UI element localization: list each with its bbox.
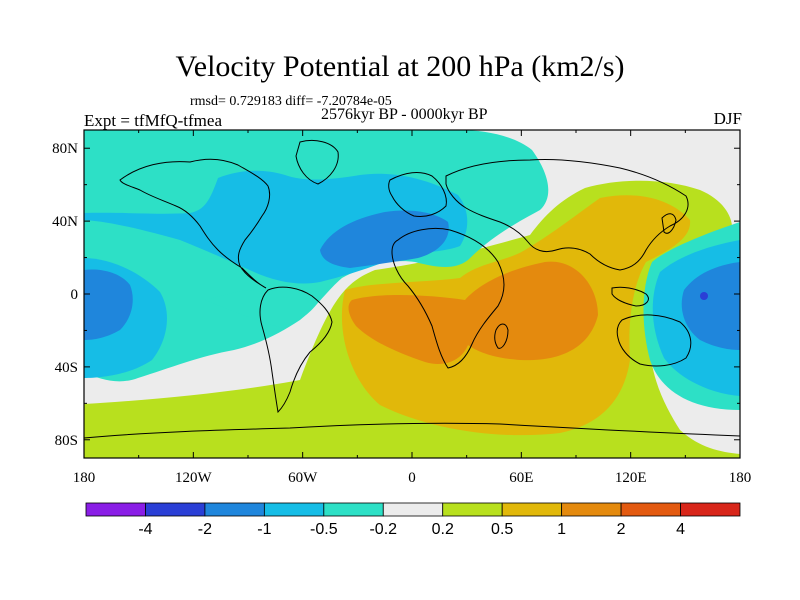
coast-japan (661, 213, 677, 234)
lat-tick-label: 40N (52, 214, 78, 230)
contour-field (84, 130, 740, 458)
colorbar (85, 502, 741, 517)
lon-tick-label: 180 (73, 470, 96, 486)
lon-tick-label: 0 (408, 470, 416, 486)
colorbar-label: 0.5 (491, 521, 513, 538)
coast-greenland (295, 139, 339, 185)
field-negative-max (700, 292, 708, 300)
coast-madagascar (494, 323, 509, 349)
colorbar-label: -4 (138, 521, 152, 538)
coast-asia (445, 158, 689, 271)
colorbar-label: -0.5 (310, 521, 338, 538)
field-negative-high-north (320, 210, 449, 268)
field-negative-high-east (681, 262, 740, 350)
coastlines (84, 139, 740, 439)
lon-tick-label: 60W (288, 470, 318, 486)
lat-tick-label: 40S (55, 360, 78, 376)
field-negative-low-arm (205, 290, 325, 328)
lat-tick-label: 80N (52, 141, 78, 157)
colorbar-swatch (561, 502, 622, 517)
colorbar-swatch (323, 502, 384, 517)
colorbar-swatch (204, 502, 265, 517)
coast-africa (391, 227, 505, 369)
colorbar-label: 0.2 (432, 521, 454, 538)
colorbar-swatch (263, 502, 325, 517)
lat-tick-label: 0 (71, 287, 79, 303)
lon-tick-label: 180 (729, 470, 752, 486)
coast-south-america (259, 286, 333, 414)
coast-australia (616, 314, 692, 367)
lon-tick-label: 120E (615, 470, 647, 486)
colorbar-swatch (382, 502, 444, 517)
colorbar-swatch (145, 502, 206, 517)
season-label: DJF (713, 109, 742, 128)
colorbar-label: 1 (557, 521, 566, 538)
plot-title: Velocity Potential at 200 hPa (km2/s) (175, 50, 625, 83)
colorbar-label: 4 (676, 521, 685, 538)
colorbar-label: 2 (617, 521, 626, 538)
stats-label: rmsd= 0.729183 diff= -7.20784e-05 (190, 94, 392, 109)
colorbar-swatch (501, 502, 563, 517)
coast-antarctica (84, 422, 740, 439)
lon-tick-label: 60E (509, 470, 533, 486)
colorbar-swatch (442, 502, 503, 517)
coast-indonesia (611, 286, 649, 307)
latitude-labels: 80N 40N 0 40S 80S (52, 141, 78, 449)
lat-tick-label: 80S (55, 433, 78, 449)
colorbar-swatch (85, 502, 146, 517)
colorbar-swatch (620, 502, 681, 517)
colorbar-label: -1 (257, 521, 271, 538)
colorbar-swatch (680, 502, 741, 517)
field-positive-high (348, 261, 598, 365)
colorbar-label: -2 (198, 521, 212, 538)
colorbar-label: -0.2 (369, 521, 397, 538)
axis-ticks (83, 130, 741, 458)
coast-europe (388, 172, 447, 217)
lon-tick-label: 120W (175, 470, 213, 486)
longitude-labels: 180 120W 60W 0 60E 120E 180 (73, 470, 752, 486)
colorbar-labels: -4 -2 -1 -0.5 -0.2 0.2 0.5 1 2 4 (138, 521, 685, 538)
period-label: 2576kyr BP - 0000kyr BP (321, 106, 488, 123)
field-negative-high-west (84, 269, 133, 340)
experiment-label: Expt = tfMfQ-tfmea (84, 111, 222, 130)
coast-north-america (119, 158, 271, 289)
